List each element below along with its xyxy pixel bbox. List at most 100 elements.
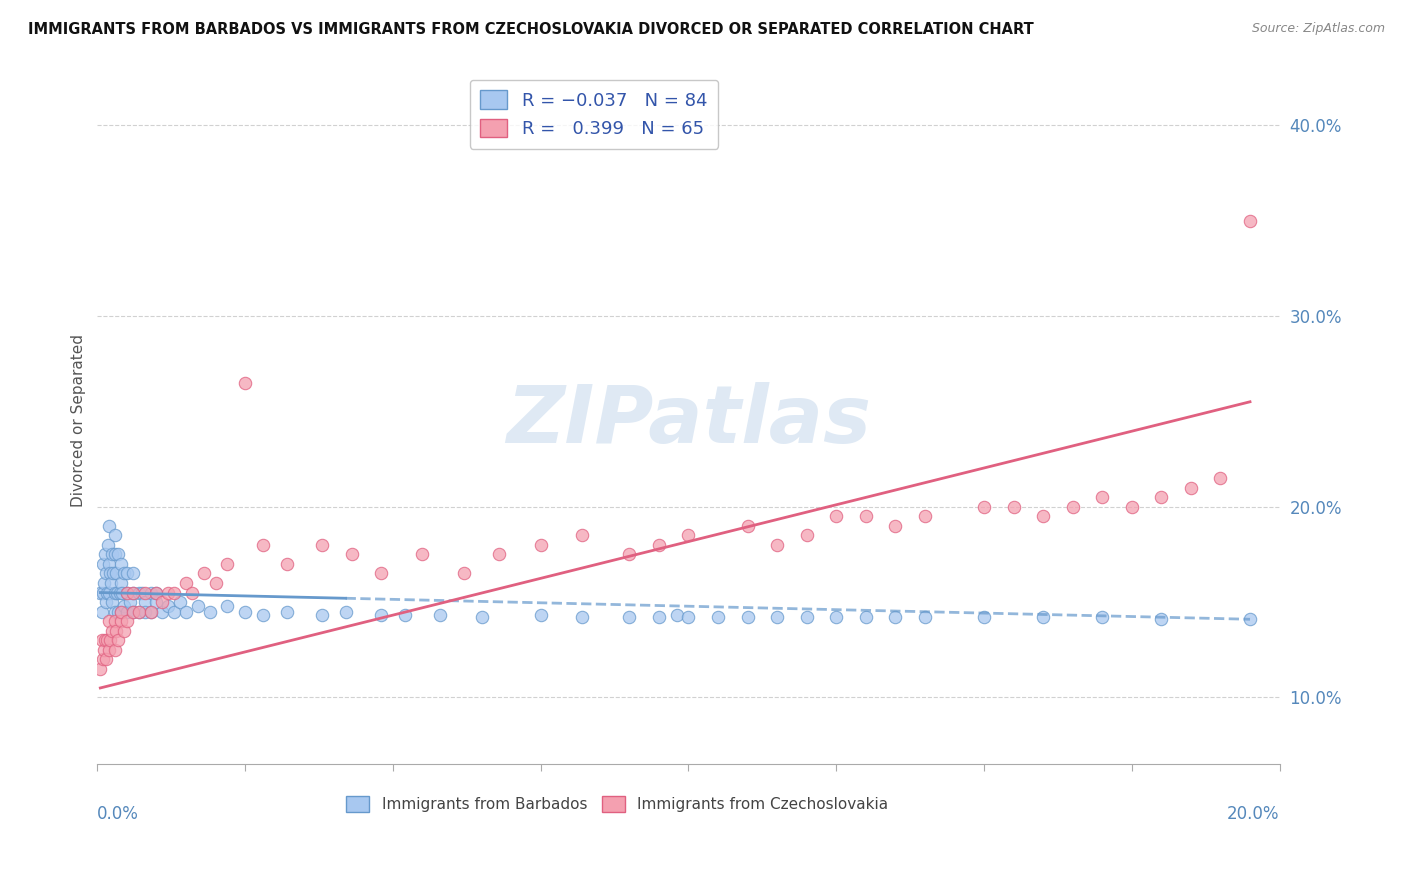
Point xyxy=(707,610,730,624)
Point xyxy=(134,595,156,609)
Point xyxy=(121,566,143,581)
Point xyxy=(169,595,191,609)
Point xyxy=(181,585,204,599)
Point xyxy=(107,605,129,619)
Point xyxy=(571,528,593,542)
Point xyxy=(107,548,129,562)
Point xyxy=(884,610,907,624)
Point xyxy=(121,585,143,599)
Point xyxy=(108,585,131,599)
Point xyxy=(252,538,274,552)
Point xyxy=(1239,612,1261,626)
Point xyxy=(94,548,117,562)
Point xyxy=(1032,610,1054,624)
Point xyxy=(678,528,700,542)
Point xyxy=(98,614,121,628)
Point xyxy=(93,576,115,591)
Point xyxy=(89,662,111,676)
Point xyxy=(128,605,150,619)
Point xyxy=(110,605,132,619)
Point xyxy=(134,605,156,619)
Point xyxy=(96,652,118,666)
Point xyxy=(973,500,995,514)
Point xyxy=(488,548,510,562)
Point xyxy=(855,610,877,624)
Point xyxy=(1091,610,1114,624)
Point xyxy=(1002,500,1025,514)
Point xyxy=(1062,500,1084,514)
Point xyxy=(217,599,239,613)
Text: 0.0%: 0.0% xyxy=(97,805,139,823)
Point xyxy=(796,528,818,542)
Point xyxy=(104,614,127,628)
Point xyxy=(198,605,221,619)
Point xyxy=(187,599,209,613)
Point xyxy=(96,595,118,609)
Point xyxy=(217,557,239,571)
Point xyxy=(115,566,138,581)
Point xyxy=(340,548,363,562)
Point xyxy=(370,566,392,581)
Point xyxy=(104,528,127,542)
Point xyxy=(110,576,132,591)
Text: IMMIGRANTS FROM BARBADOS VS IMMIGRANTS FROM CZECHOSLOVAKIA DIVORCED OR SEPARATED: IMMIGRANTS FROM BARBADOS VS IMMIGRANTS F… xyxy=(28,22,1033,37)
Point xyxy=(112,566,135,581)
Point xyxy=(252,608,274,623)
Point xyxy=(619,610,641,624)
Point xyxy=(115,605,138,619)
Point xyxy=(111,585,134,599)
Point xyxy=(91,557,114,571)
Point xyxy=(1091,490,1114,504)
Point xyxy=(104,585,127,599)
Point xyxy=(101,595,124,609)
Point xyxy=(311,538,333,552)
Point xyxy=(174,605,197,619)
Point xyxy=(370,608,392,623)
Point xyxy=(145,595,167,609)
Point xyxy=(103,566,125,581)
Point xyxy=(98,642,121,657)
Point xyxy=(101,624,124,638)
Point xyxy=(89,585,111,599)
Point xyxy=(914,509,936,524)
Point xyxy=(110,557,132,571)
Point xyxy=(453,566,475,581)
Point xyxy=(98,518,121,533)
Point xyxy=(276,605,298,619)
Point xyxy=(118,595,141,609)
Point xyxy=(796,610,818,624)
Point xyxy=(429,608,451,623)
Point xyxy=(335,605,357,619)
Point xyxy=(115,585,138,599)
Point xyxy=(914,610,936,624)
Point xyxy=(157,585,180,599)
Point xyxy=(157,599,180,613)
Point xyxy=(128,585,150,599)
Point xyxy=(121,605,143,619)
Point xyxy=(855,509,877,524)
Point xyxy=(737,518,759,533)
Point xyxy=(98,585,121,599)
Legend: Immigrants from Barbados, Immigrants from Czechoslovakia: Immigrants from Barbados, Immigrants fro… xyxy=(340,790,894,819)
Point xyxy=(104,642,127,657)
Point xyxy=(91,605,114,619)
Point xyxy=(96,566,118,581)
Point xyxy=(96,633,118,648)
Point xyxy=(101,548,124,562)
Text: ZIPatlas: ZIPatlas xyxy=(506,382,870,460)
Point xyxy=(766,610,789,624)
Point xyxy=(1032,509,1054,524)
Point xyxy=(174,576,197,591)
Point xyxy=(665,608,688,623)
Point xyxy=(131,585,153,599)
Point xyxy=(233,376,256,390)
Point xyxy=(150,605,173,619)
Point xyxy=(96,585,118,599)
Point xyxy=(204,576,226,591)
Point xyxy=(139,605,162,619)
Point xyxy=(115,585,138,599)
Text: 20.0%: 20.0% xyxy=(1227,805,1279,823)
Point xyxy=(104,605,127,619)
Point xyxy=(98,566,121,581)
Point xyxy=(1239,213,1261,227)
